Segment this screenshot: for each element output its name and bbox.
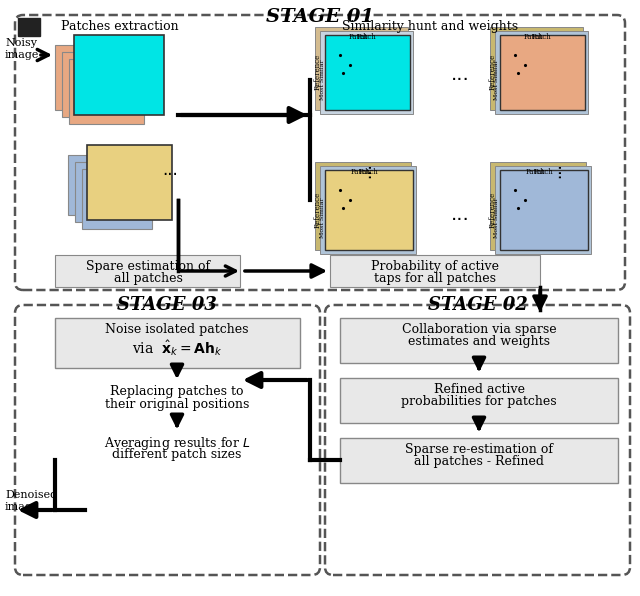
Text: Refined active: Refined active bbox=[433, 383, 525, 396]
Text: Reference: Reference bbox=[489, 192, 497, 228]
Bar bbox=[55, 318, 300, 368]
Text: probabilities for patches: probabilities for patches bbox=[401, 395, 557, 408]
Text: Most Similar: Most Similar bbox=[319, 60, 324, 100]
Text: ...: ... bbox=[546, 162, 564, 178]
Text: Averaging results for $L$: Averaging results for $L$ bbox=[104, 435, 250, 452]
Text: Patch: Patch bbox=[349, 33, 369, 41]
Text: via  $\hat{\mathbf{x}}_k = \mathbf{A}\mathbf{h}_k$: via $\hat{\mathbf{x}}_k = \mathbf{A}\mat… bbox=[132, 338, 222, 358]
Text: STAGE 01: STAGE 01 bbox=[266, 8, 374, 26]
Text: ...: ... bbox=[356, 162, 374, 178]
Text: Most Similar: Most Similar bbox=[495, 198, 499, 238]
Bar bbox=[315, 27, 408, 110]
Text: Sparse re-estimation of: Sparse re-estimation of bbox=[405, 443, 553, 456]
Text: Similarity hunt and weights: Similarity hunt and weights bbox=[342, 20, 518, 33]
Text: Reference: Reference bbox=[314, 54, 322, 90]
Text: Patch: Patch bbox=[526, 168, 546, 176]
Text: Patch: Patch bbox=[359, 168, 379, 176]
Text: Patch: Patch bbox=[532, 33, 552, 41]
Bar bbox=[325, 35, 410, 110]
Text: taps for all patches: taps for all patches bbox=[374, 272, 496, 285]
Text: ...: ... bbox=[451, 206, 469, 225]
Bar bbox=[320, 31, 413, 114]
Text: Denoised
image: Denoised image bbox=[5, 490, 57, 511]
Text: all patches: all patches bbox=[113, 272, 182, 285]
Bar bbox=[490, 27, 583, 110]
Text: Most Similar: Most Similar bbox=[495, 60, 499, 100]
Text: Patch: Patch bbox=[357, 33, 377, 41]
Text: different patch sizes: different patch sizes bbox=[112, 448, 242, 461]
Bar bbox=[18, 18, 40, 36]
Bar bbox=[490, 162, 586, 250]
Bar bbox=[315, 162, 411, 250]
Text: Replacing patches to: Replacing patches to bbox=[110, 385, 244, 398]
Bar bbox=[320, 166, 416, 254]
Text: STAGE 03: STAGE 03 bbox=[117, 296, 217, 314]
Text: Reference: Reference bbox=[489, 54, 497, 90]
Text: their original positions: their original positions bbox=[105, 398, 249, 411]
Text: Collaboration via sparse: Collaboration via sparse bbox=[402, 323, 556, 336]
Bar bbox=[340, 378, 618, 423]
Bar bbox=[75, 162, 145, 222]
Text: Spare estimation of: Spare estimation of bbox=[86, 260, 210, 273]
Bar bbox=[495, 31, 588, 114]
Text: Patches extraction: Patches extraction bbox=[61, 20, 179, 33]
Text: Noise isolated patches: Noise isolated patches bbox=[105, 323, 249, 336]
Bar bbox=[69, 59, 144, 124]
Bar bbox=[340, 318, 618, 363]
Bar bbox=[325, 170, 413, 250]
Bar bbox=[68, 155, 138, 215]
Bar bbox=[62, 52, 137, 117]
Text: Reference: Reference bbox=[314, 192, 322, 228]
Text: Patch: Patch bbox=[351, 168, 371, 176]
Text: Noisy
image: Noisy image bbox=[5, 38, 40, 60]
Text: STAGE 02: STAGE 02 bbox=[428, 296, 528, 314]
Bar bbox=[340, 438, 618, 483]
Bar bbox=[55, 255, 240, 287]
Bar bbox=[500, 170, 588, 250]
Text: Patch: Patch bbox=[534, 168, 554, 176]
Bar bbox=[55, 45, 130, 110]
Text: Probability of active: Probability of active bbox=[371, 260, 499, 273]
Text: Most Similar: Most Similar bbox=[319, 198, 324, 238]
Bar bbox=[74, 35, 164, 115]
Text: ...: ... bbox=[451, 66, 469, 85]
Bar bbox=[82, 169, 152, 229]
Bar bbox=[500, 35, 585, 110]
Text: estimates and weights: estimates and weights bbox=[408, 335, 550, 348]
Text: all patches - Refined: all patches - Refined bbox=[414, 455, 544, 468]
Text: ...: ... bbox=[162, 161, 178, 179]
Bar bbox=[495, 166, 591, 254]
Bar bbox=[330, 255, 540, 287]
Bar bbox=[87, 145, 172, 220]
Text: Patch: Patch bbox=[524, 33, 544, 41]
